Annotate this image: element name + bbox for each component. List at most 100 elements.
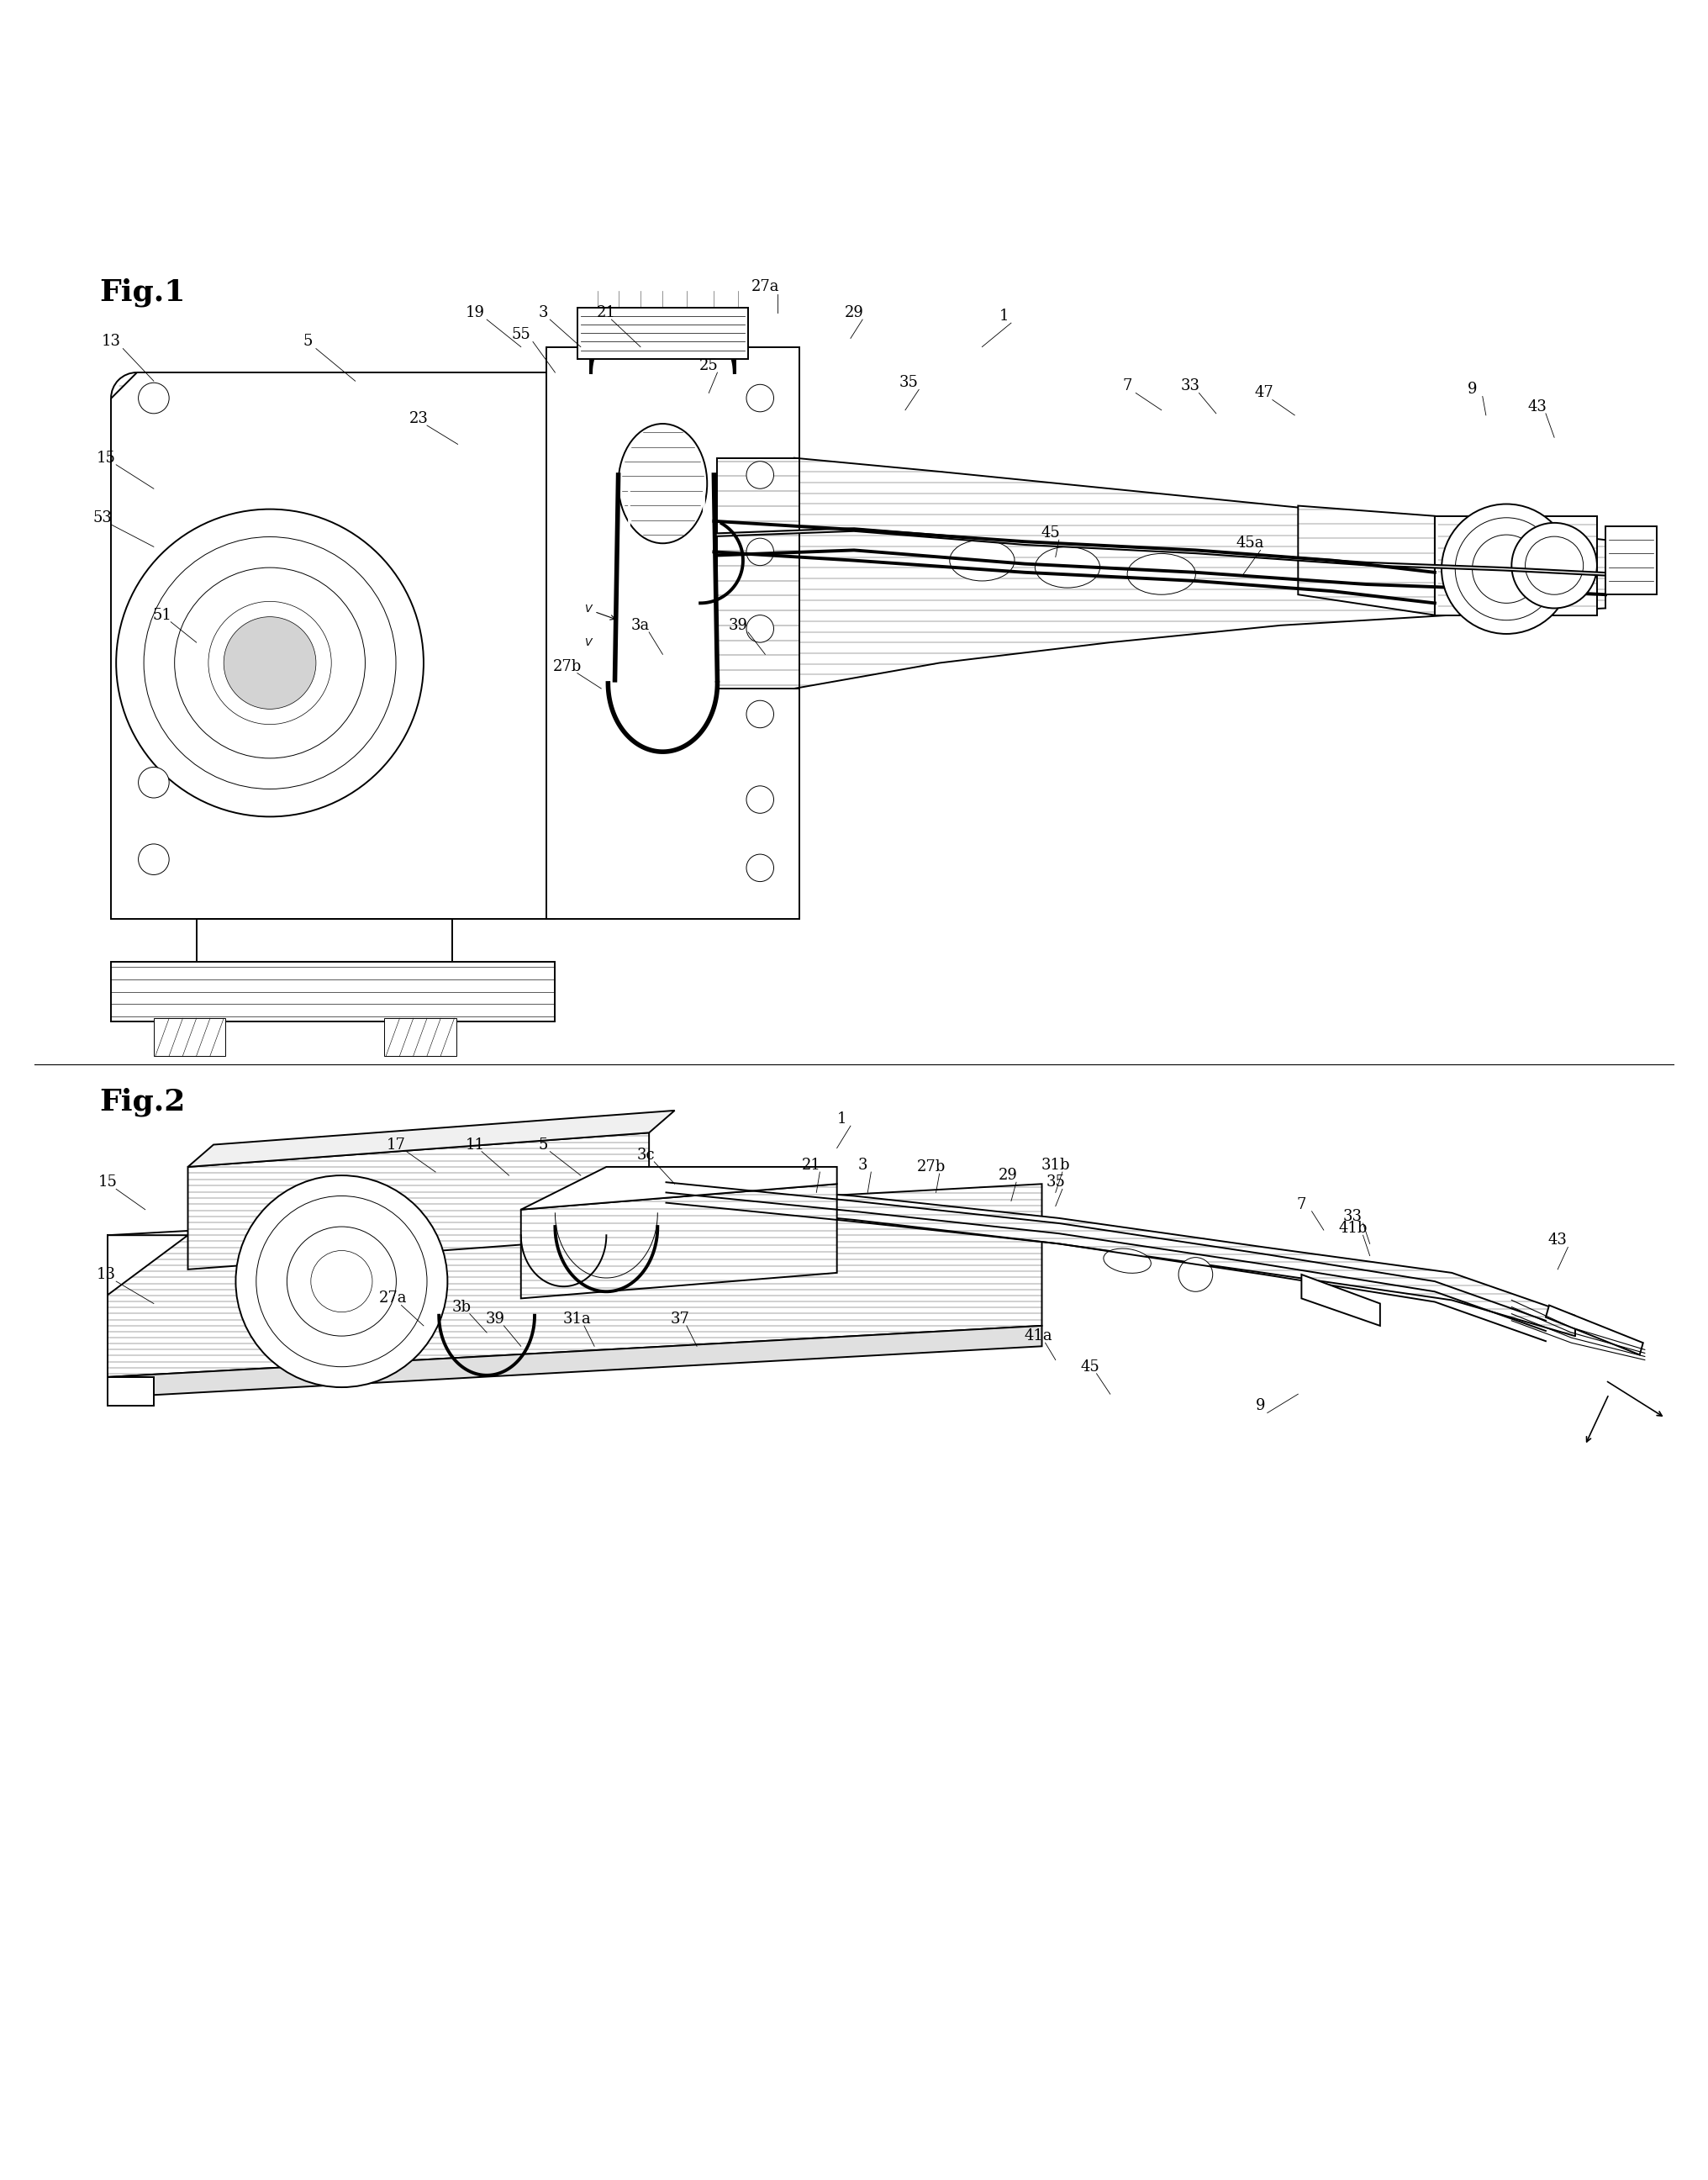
Text: Fig.1: Fig.1	[99, 279, 184, 307]
Circle shape	[746, 787, 774, 813]
Text: 55: 55	[511, 327, 531, 342]
Text: 27b: 27b	[553, 658, 581, 674]
Circle shape	[138, 844, 169, 874]
Text: 17: 17	[386, 1138, 407, 1153]
Text: 43: 43	[1527, 399, 1547, 414]
Ellipse shape	[1127, 554, 1196, 595]
Ellipse shape	[618, 423, 707, 543]
Text: 29: 29	[997, 1168, 1018, 1184]
Circle shape	[1455, 517, 1558, 619]
Text: 33: 33	[1342, 1210, 1363, 1223]
Polygon shape	[1301, 1275, 1380, 1325]
Text: 9: 9	[1467, 382, 1477, 397]
Polygon shape	[547, 347, 799, 920]
Text: 45: 45	[1079, 1358, 1100, 1373]
Text: 13: 13	[96, 1267, 116, 1282]
Text: 27a: 27a	[752, 279, 779, 294]
Text: 31a: 31a	[564, 1312, 591, 1325]
Ellipse shape	[1035, 547, 1100, 589]
Polygon shape	[108, 1325, 1042, 1397]
Text: 35: 35	[1045, 1175, 1066, 1190]
Circle shape	[287, 1227, 396, 1336]
Text: 43: 43	[1547, 1232, 1568, 1247]
Text: 39: 39	[485, 1312, 506, 1325]
Text: 21: 21	[801, 1158, 822, 1173]
Text: 33: 33	[1180, 379, 1201, 395]
Text: 9: 9	[1255, 1400, 1266, 1413]
Polygon shape	[652, 1182, 1575, 1336]
Text: 3b: 3b	[451, 1299, 471, 1315]
Text: 15: 15	[97, 1175, 118, 1190]
Text: 45: 45	[1040, 525, 1061, 541]
Polygon shape	[717, 458, 799, 689]
Text: 29: 29	[844, 305, 864, 320]
Circle shape	[746, 538, 774, 565]
Bar	[384, 1018, 456, 1055]
Text: 25: 25	[699, 358, 719, 373]
Polygon shape	[521, 1166, 837, 1210]
Circle shape	[224, 617, 316, 708]
Text: 5: 5	[302, 334, 313, 349]
Circle shape	[746, 462, 774, 488]
Circle shape	[746, 384, 774, 412]
Polygon shape	[794, 458, 1606, 689]
Circle shape	[1512, 523, 1597, 608]
Circle shape	[746, 615, 774, 643]
Bar	[577, 307, 748, 360]
Text: 37: 37	[670, 1312, 690, 1325]
Text: 39: 39	[728, 617, 748, 632]
Polygon shape	[188, 1134, 649, 1269]
Text: 1: 1	[837, 1112, 847, 1127]
Text: 13: 13	[101, 334, 121, 349]
Text: 41b: 41b	[1339, 1221, 1366, 1236]
Text: 3c: 3c	[637, 1147, 654, 1162]
Polygon shape	[111, 373, 555, 961]
Circle shape	[746, 855, 774, 881]
Bar	[154, 1018, 225, 1055]
Circle shape	[116, 510, 424, 818]
Ellipse shape	[950, 541, 1015, 580]
Text: 23: 23	[408, 412, 429, 425]
Circle shape	[138, 767, 169, 798]
Text: 3: 3	[857, 1158, 868, 1173]
Circle shape	[143, 536, 396, 789]
Text: 3: 3	[538, 305, 548, 320]
Polygon shape	[188, 1110, 675, 1166]
Text: 5: 5	[538, 1138, 548, 1153]
Text: V: V	[584, 637, 591, 647]
Text: 7: 7	[1296, 1197, 1307, 1212]
Text: 41a: 41a	[1025, 1328, 1052, 1343]
Text: 45a: 45a	[1237, 536, 1264, 552]
Text: 53: 53	[92, 510, 113, 525]
Polygon shape	[1546, 1306, 1643, 1354]
Text: Fig.2: Fig.2	[99, 1088, 184, 1116]
Circle shape	[1472, 534, 1541, 604]
Text: 15: 15	[96, 451, 116, 467]
Text: 7: 7	[1122, 379, 1132, 395]
Text: 11: 11	[465, 1138, 485, 1153]
Circle shape	[236, 1175, 447, 1386]
Bar	[1606, 525, 1657, 595]
Circle shape	[1525, 536, 1583, 595]
Text: 27b: 27b	[917, 1160, 945, 1175]
Circle shape	[311, 1251, 372, 1312]
Text: 19: 19	[465, 305, 485, 320]
Text: V: V	[584, 604, 591, 615]
Circle shape	[174, 567, 366, 759]
Polygon shape	[521, 1184, 837, 1299]
Polygon shape	[108, 1184, 1042, 1378]
Text: 51: 51	[152, 608, 173, 623]
Bar	[1435, 517, 1597, 615]
Polygon shape	[108, 1378, 154, 1406]
Circle shape	[746, 700, 774, 728]
Text: 1: 1	[999, 310, 1009, 323]
Polygon shape	[1298, 506, 1435, 615]
Circle shape	[208, 602, 331, 724]
Text: 35: 35	[898, 375, 919, 390]
Text: 27a: 27a	[379, 1291, 407, 1306]
Text: 21: 21	[596, 305, 617, 320]
Circle shape	[1179, 1258, 1213, 1291]
Text: 3a: 3a	[632, 617, 649, 632]
Bar	[111, 961, 555, 1022]
Circle shape	[1442, 504, 1571, 634]
